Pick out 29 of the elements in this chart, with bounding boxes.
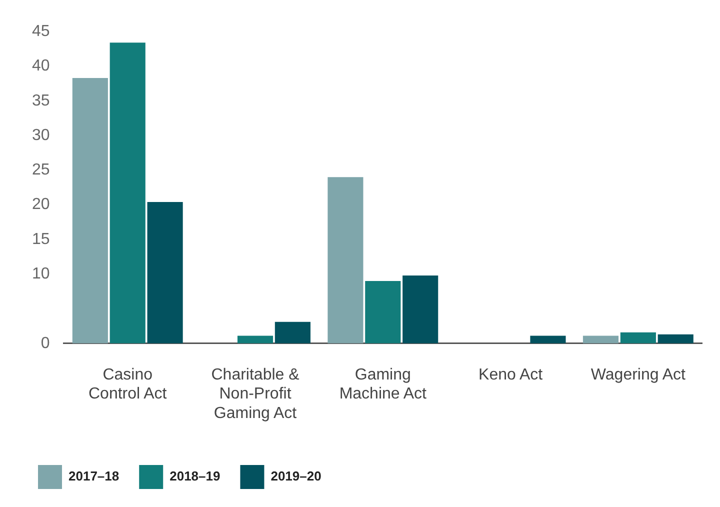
y-tick-label: 25 <box>32 162 50 179</box>
y-tick-label: 20 <box>32 196 50 214</box>
legend-label: 2019–20 <box>270 468 322 484</box>
y-tick-label: 15 <box>32 230 50 248</box>
legend-label: 2017–18 <box>68 468 120 484</box>
bar <box>658 334 694 344</box>
y-tick-label: 30 <box>32 126 50 144</box>
bar <box>620 332 656 344</box>
x-tick-label: Keno Act <box>478 366 544 384</box>
x-tick-label: Casino Control Act <box>88 366 168 403</box>
bar <box>147 202 183 344</box>
bar <box>274 322 310 344</box>
y-tick-label: 10 <box>32 266 50 283</box>
bar <box>237 336 274 344</box>
x-tick-label: Wagering Act <box>590 366 686 384</box>
bar <box>582 336 619 344</box>
y-tick-label: 0 <box>40 334 50 352</box>
bar <box>72 78 108 344</box>
bar <box>365 281 401 344</box>
y-tick-label: 40 <box>32 58 50 75</box>
legend-label: 2018–19 <box>170 468 220 484</box>
bar <box>530 336 566 344</box>
bar <box>328 177 364 344</box>
x-tick-label: Charitable & Non-Profit Gaming Act <box>211 366 300 422</box>
x-tick-label: Gaming Machine Act <box>339 366 428 403</box>
bar <box>110 42 146 344</box>
y-tick-label: 45 <box>32 23 50 40</box>
y-tick-label: 35 <box>32 92 50 110</box>
bar <box>402 275 438 344</box>
